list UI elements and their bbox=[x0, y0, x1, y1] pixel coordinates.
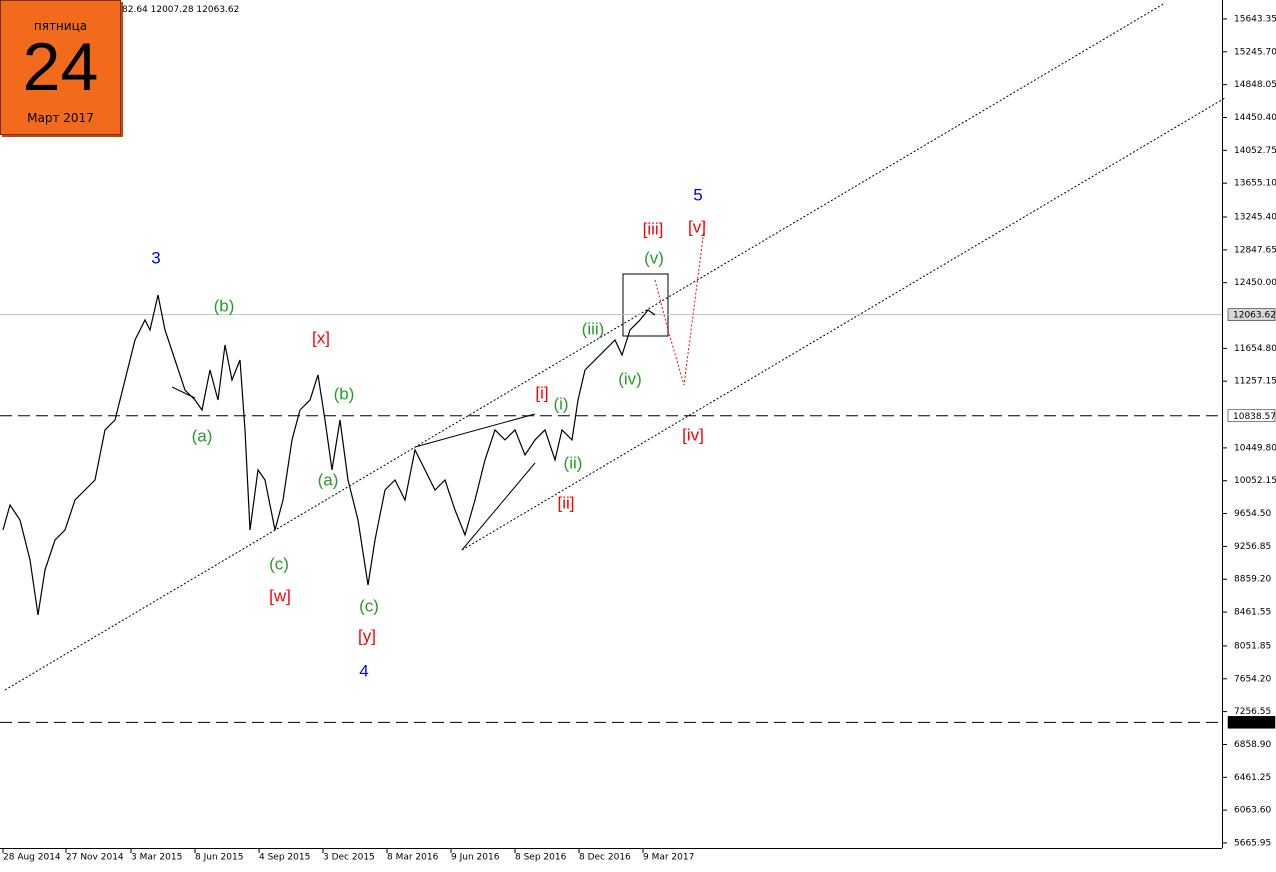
wave-label: [x] bbox=[312, 328, 330, 347]
y-tick-label: 13655.10 bbox=[1234, 179, 1276, 189]
y-tick-label: 8859.20 bbox=[1234, 575, 1271, 585]
channel-line bbox=[4, 2, 1166, 691]
y-tick-label: 14052.75 bbox=[1234, 146, 1276, 156]
wave-label: (iv) bbox=[618, 369, 642, 388]
wave-label: 5 bbox=[693, 185, 702, 204]
wave-label: (b) bbox=[334, 384, 355, 403]
y-tick-label: 13245.40 bbox=[1234, 213, 1276, 223]
y-tick-label: 11257.15 bbox=[1234, 377, 1276, 387]
wave-label: (v) bbox=[644, 248, 664, 267]
ohlc-readout: 82.64 12007.28 12063.62 bbox=[122, 5, 240, 15]
x-tick-label: 27 Nov 2014 bbox=[66, 853, 124, 863]
wave-label: [iv] bbox=[682, 425, 704, 444]
y-tick-label: 9654.50 bbox=[1234, 509, 1271, 519]
wave-label: (c) bbox=[359, 596, 379, 615]
focus-box bbox=[622, 273, 669, 337]
wave-label: (a) bbox=[192, 426, 213, 445]
x-tick-label: 9 Mar 2017 bbox=[643, 853, 694, 863]
y-tick-label: 12847.65 bbox=[1234, 245, 1276, 255]
price-marker-box bbox=[1227, 308, 1276, 321]
trend-line bbox=[461, 462, 536, 551]
weekday: пятница bbox=[33, 19, 88, 33]
x-tick-label: 3 Dec 2015 bbox=[323, 853, 375, 863]
y-tick-label: 14450.40 bbox=[1234, 113, 1276, 123]
wave-label: (iii) bbox=[582, 319, 605, 338]
y-tick-label: 12450.00 bbox=[1234, 278, 1276, 288]
x-tick-label: 8 Sep 2016 bbox=[515, 853, 567, 863]
x-tick-label: 8 Dec 2016 bbox=[579, 853, 631, 863]
price-line bbox=[2, 294, 656, 615]
x-tick-label: 8 Mar 2016 bbox=[387, 853, 439, 863]
y-tick-label: 6063.60 bbox=[1234, 806, 1271, 816]
wave-label: 3 bbox=[151, 248, 160, 267]
wave-label: (c) bbox=[269, 554, 289, 573]
trend-line bbox=[414, 413, 536, 448]
y-tick-label: 6461.25 bbox=[1234, 773, 1271, 783]
y-tick-label: 15245.70 bbox=[1234, 47, 1276, 57]
y-tick-label: 10052.15 bbox=[1234, 476, 1276, 486]
y-tick-label: 7256.55 bbox=[1234, 707, 1271, 717]
y-tick-label: 7654.20 bbox=[1234, 674, 1271, 684]
wave-label: [ii] bbox=[558, 493, 575, 512]
y-tick-label: 14848.05 bbox=[1234, 80, 1276, 90]
x-tick-label: 9 Jun 2016 bbox=[451, 853, 500, 863]
price-marker-label: 7126.77 bbox=[1233, 718, 1270, 728]
y-tick-label: 11654.80 bbox=[1234, 344, 1276, 354]
x-tick-label: 28 Aug 2014 bbox=[3, 853, 61, 863]
price-marker-label: 10838.57 bbox=[1233, 412, 1276, 422]
x-tick-label: 4 Sep 2015 bbox=[259, 853, 310, 863]
wave-label: [y] bbox=[358, 626, 376, 645]
wave-label: (a) bbox=[318, 470, 339, 489]
x-tick-label: 8 Jun 2015 bbox=[195, 853, 243, 863]
price-marker-label: 12063.62 bbox=[1233, 311, 1276, 321]
wave-label: [v] bbox=[688, 217, 706, 236]
calendar-widget: пятница 24 Март 2017 bbox=[0, 0, 121, 135]
y-tick-label: 15643.35 bbox=[1234, 14, 1276, 24]
price-marker-box bbox=[1227, 716, 1276, 729]
x-tick-label: 3 Mar 2015 bbox=[131, 853, 182, 863]
wave-label: [i] bbox=[535, 383, 548, 402]
y-tick-label: 8461.55 bbox=[1234, 608, 1271, 618]
wave-label: (i) bbox=[553, 394, 568, 413]
y-tick-label: 9256.85 bbox=[1234, 542, 1271, 552]
wave-label: [w] bbox=[269, 586, 291, 605]
wave-label: [iii] bbox=[643, 219, 664, 238]
y-tick-label: 5665.95 bbox=[1234, 838, 1271, 848]
y-tick-label: 8051.85 bbox=[1234, 641, 1271, 651]
wave-label: 4 bbox=[359, 661, 368, 680]
y-tick-label: 6858.90 bbox=[1234, 740, 1271, 750]
y-tick-label: 10449.80 bbox=[1234, 443, 1276, 453]
price-marker-box bbox=[1227, 409, 1276, 423]
projection-path bbox=[654, 221, 706, 386]
wave-label: (ii) bbox=[564, 453, 583, 472]
wave-label: (b) bbox=[214, 296, 235, 315]
day: 24 bbox=[22, 29, 99, 105]
month: Март 2017 bbox=[27, 111, 94, 125]
